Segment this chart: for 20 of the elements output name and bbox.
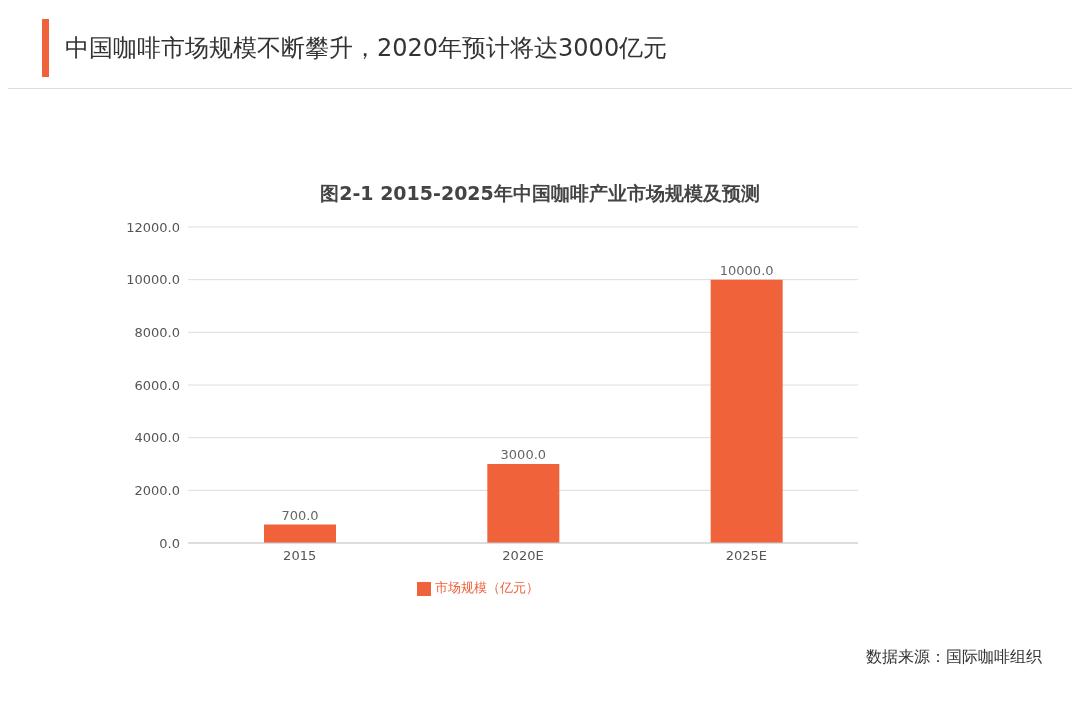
y-tick-label: 6000.0	[134, 377, 180, 393]
y-tick-label: 10000.0	[126, 272, 180, 288]
bar	[710, 279, 783, 543]
bar	[264, 524, 336, 543]
source-note: 数据来源：国际咖啡组织	[865, 647, 1042, 668]
x-tick-label: 2015	[283, 548, 317, 564]
data-label: 700.0	[281, 507, 319, 523]
y-tick-label: 8000.0	[134, 324, 180, 340]
y-tick-label: 2000.0	[134, 482, 180, 498]
y-tick-label: 4000.0	[134, 430, 180, 446]
x-tick-label: 2025E	[725, 548, 767, 564]
chart-title: 中国咖啡市场规模不断攀升，2020年预计将达3000亿元	[65, 33, 668, 64]
chart-subtitle: 图2-1 2015-2025年中国咖啡产业市场规模及预测	[319, 181, 761, 206]
bar	[487, 464, 560, 543]
data-label: 3000.0	[500, 447, 547, 462]
data-label: 10000.0	[719, 262, 774, 278]
legend-label: 市场规模（亿元）	[435, 580, 539, 595]
y-tick-label: 0.0	[159, 535, 180, 551]
y-tick-label: 12000.0	[126, 219, 180, 235]
x-tick-label: 2020E	[502, 548, 544, 564]
